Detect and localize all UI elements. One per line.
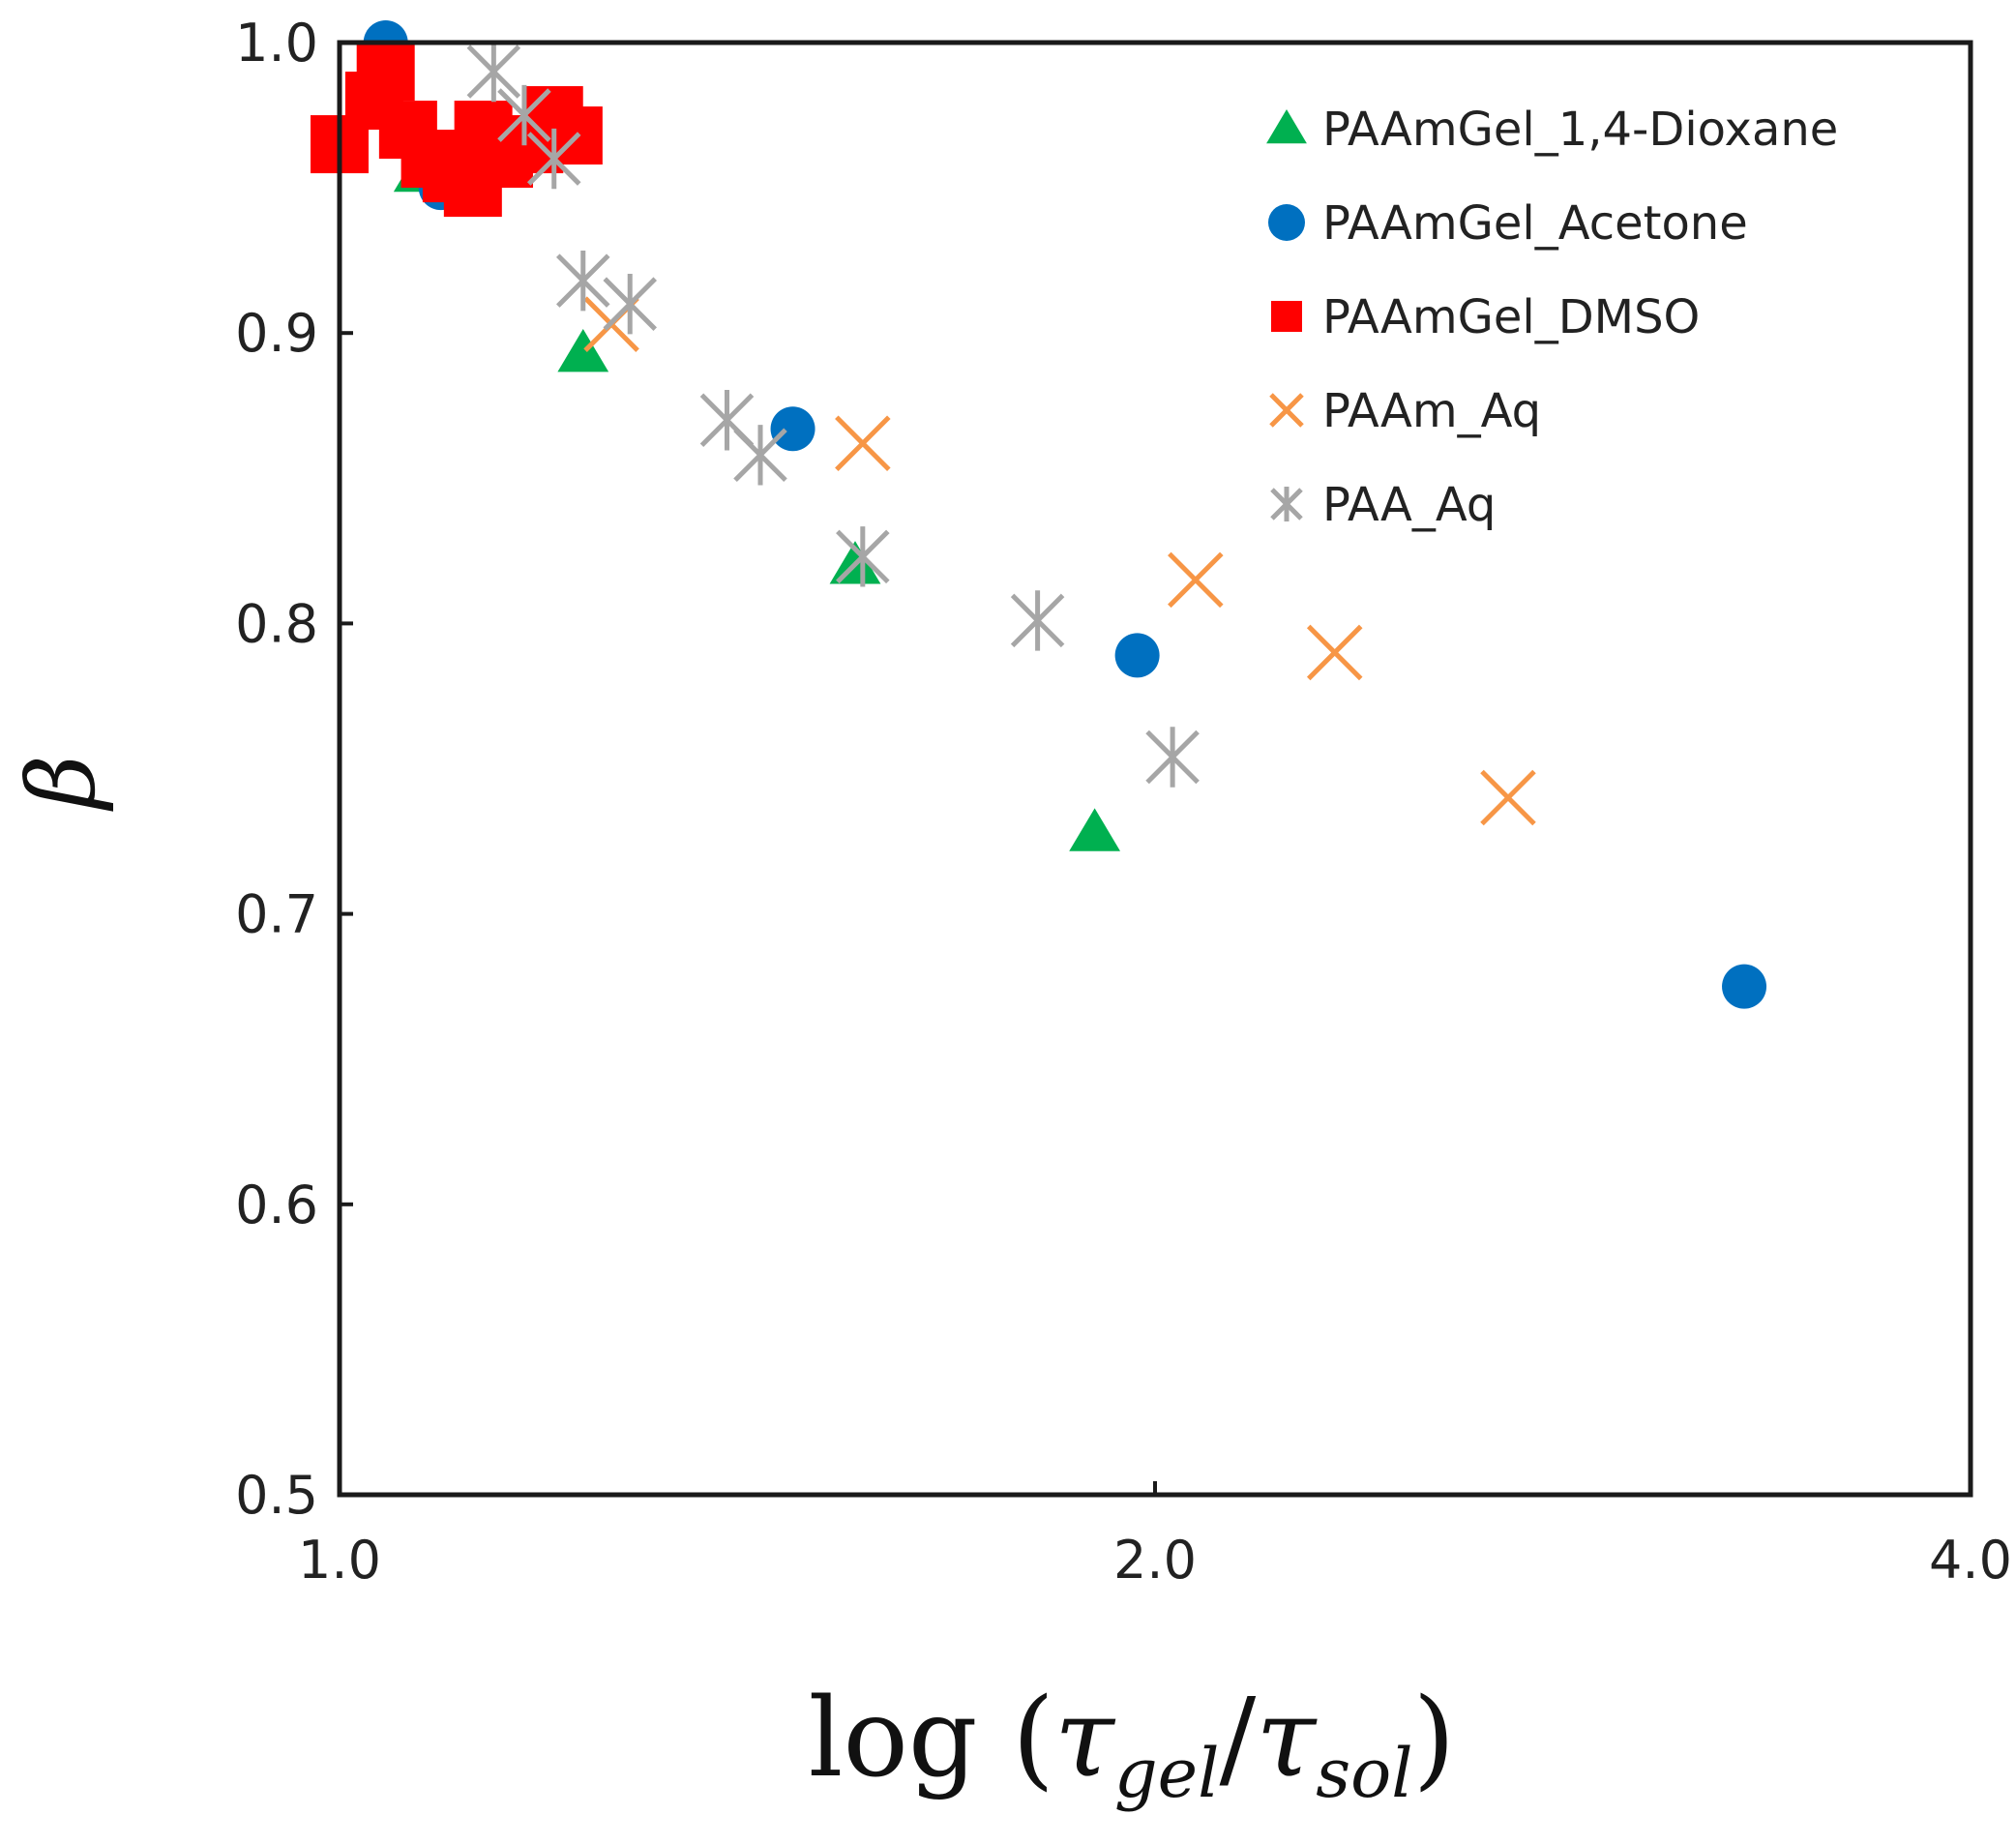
point-paam-aq <box>1306 624 1363 681</box>
x-axis-title-slash: / <box>1219 1676 1256 1801</box>
point-paamgel-acetone <box>1722 964 1767 1009</box>
legend-marker-paam-aq <box>1269 393 1304 428</box>
data-points <box>311 20 1767 1009</box>
point-paa-aq <box>526 128 581 190</box>
y-tick-label: 0.5 <box>235 1465 318 1526</box>
x-axis-title-prefix: log ( <box>809 1676 1054 1801</box>
plot-area-frame <box>337 40 1973 1498</box>
x-axis-title-suffix: ) <box>1413 1676 1456 1801</box>
point-paamgel-1-4-dioxane <box>1069 808 1121 851</box>
point-paa-aq <box>733 425 787 486</box>
y-tick-label: 0.8 <box>235 593 318 654</box>
point-paa-aq <box>1145 727 1200 788</box>
legend: PAAmGel_1,4-Dioxane PAAmGel_Acetone PAAmGe… <box>1266 103 1838 532</box>
point-paa-aq <box>556 250 610 312</box>
x-axis-title-tau-sol: τ <box>1256 1676 1318 1801</box>
legend-item-paamgel-1-4-dioxane: PAAmGel_1,4-Dioxane <box>1266 103 1838 157</box>
point-paam-aq <box>835 415 891 472</box>
x-tick-label: 1.0 <box>298 1530 381 1591</box>
x-axis-title-tau-gel: τ <box>1054 1676 1116 1801</box>
legend-item-paa-aq: PAA_Aq <box>1270 478 1496 532</box>
legend-marker-paamgel-dmso <box>1271 301 1302 332</box>
point-paa-aq <box>603 273 657 335</box>
legend-item-paamgel-dmso: PAAmGel_DMSO <box>1271 290 1700 344</box>
legend-label: PAAmGel_1,4-Dioxane <box>1322 103 1838 157</box>
legend-marker-paamgel-1-4-dioxane <box>1266 109 1307 144</box>
point-paa-aq <box>836 526 890 587</box>
axis-ticks: 0.5 0.6 0.7 0.8 0.9 1.0 1.0 2.0 4.0 <box>235 13 2012 1591</box>
point-paam-aq <box>1168 551 1224 609</box>
legend-label: PAA_Aq <box>1322 478 1496 532</box>
y-tick-label: 0.6 <box>235 1175 318 1235</box>
point-paa-aq <box>466 41 521 103</box>
legend-marker-paa-aq <box>1270 487 1303 521</box>
point-paamgel-1-4-dioxane <box>557 329 609 372</box>
y-tick-label: 1.0 <box>235 13 318 74</box>
legend-label: PAAmGel_DMSO <box>1322 290 1700 344</box>
x-tick-label: 4.0 <box>1929 1530 2012 1591</box>
point-paa-aq <box>1010 590 1065 651</box>
x-axis-title-sub-gel: gel <box>1114 1734 1220 1813</box>
legend-label: PAAmGel_Acetone <box>1322 196 1748 251</box>
legend-marker-paamgel-acetone <box>1268 204 1305 241</box>
point-paamgel-dmso <box>356 43 415 102</box>
y-axis-title: β <box>8 755 116 812</box>
y-tick-label: 0.7 <box>235 884 318 945</box>
point-paamgel-acetone <box>770 406 815 452</box>
legend-label: PAAm_Aq <box>1322 384 1541 438</box>
point-paam-aq <box>1480 769 1536 826</box>
point-paamgel-acetone <box>1114 633 1160 678</box>
point-paa-aq <box>497 84 551 146</box>
x-tick-label: 2.0 <box>1113 1530 1197 1591</box>
y-tick-label: 0.9 <box>235 303 318 364</box>
legend-item-paamgel-acetone: PAAmGel_Acetone <box>1268 196 1748 251</box>
x-axis-title-sub-sol: sol <box>1316 1734 1412 1813</box>
x-axis-title: log (τgel/τsol) <box>809 1676 1456 1813</box>
legend-item-paam-aq: PAAm_Aq <box>1269 384 1541 438</box>
